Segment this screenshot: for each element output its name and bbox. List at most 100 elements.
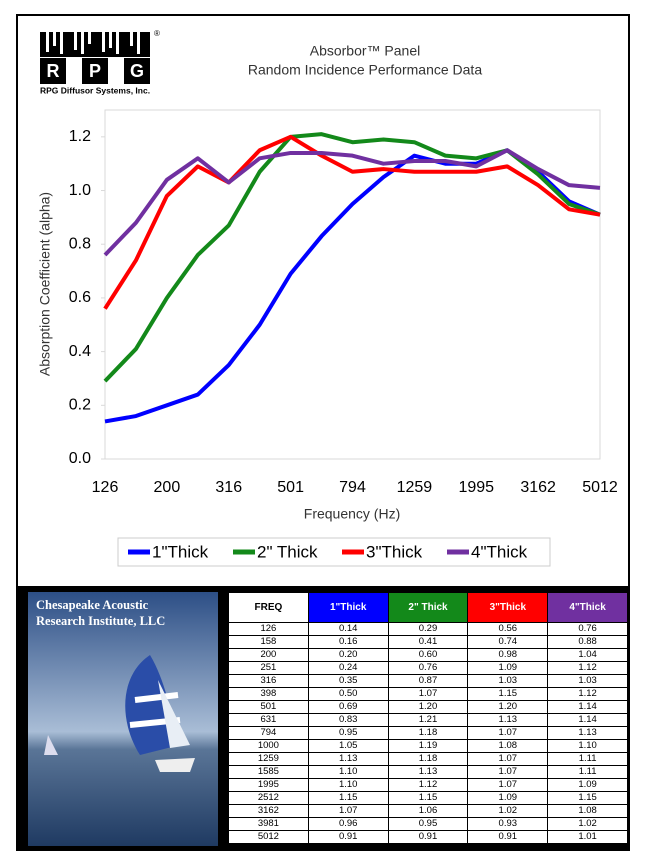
table-cell: 1.13 [307,752,389,766]
table-cell: 501 [228,700,309,714]
logo-letter: R [47,61,60,81]
table-cell: 1.12 [547,687,628,701]
x-tick-label: 3162 [520,479,556,496]
table-cell: 0.76 [547,622,628,636]
table-cell: 0.95 [387,817,469,831]
table-cell: 0.91 [387,830,469,844]
x-tick-label: 5012 [582,479,618,496]
table-cell: 631 [228,713,309,727]
table-cell: 3162 [228,804,309,818]
y-tick-label: 0.2 [69,397,91,414]
table-cell: 0.98 [467,648,549,662]
table-row: 794 0.95 1.18 1.07 1.13 [228,726,628,740]
logo-letter: P [89,61,101,81]
table-cell: 0.87 [387,674,469,688]
table-cell: 0.56 [467,622,549,636]
x-tick-label: 1995 [458,479,494,496]
series-line [103,148,601,257]
table-row: 2512 1.15 1.15 1.09 1.15 [228,791,628,805]
table-cell: 0.50 [307,687,389,701]
table-cell: 1.19 [387,739,469,753]
table-cell: 316 [228,674,309,688]
table-cell: 1.12 [387,778,469,792]
table-cell: 1.01 [547,830,628,844]
table-cell: 0.91 [467,830,549,844]
logo-bars [40,32,150,57]
table-cell: 1.02 [547,817,628,831]
x-tick-label: 1259 [397,479,433,496]
y-tick-label: 0.4 [69,343,91,360]
table-cell: 0.91 [307,830,389,844]
table-cell: 1000 [228,739,309,753]
table-cell: 0.35 [307,674,389,688]
table-cell: 1.10 [547,739,628,753]
table-cell: 5012 [228,830,309,844]
table-cell: 1259 [228,752,309,766]
table-cell: 1.07 [467,726,549,740]
table-cell: 0.74 [467,635,549,649]
table-cell: 1.15 [547,791,628,805]
table-header: 2" Thick [387,592,469,623]
table-cell: 0.16 [307,635,389,649]
table-cell: 1.10 [307,778,389,792]
table-cell: 1.14 [547,700,628,714]
series-line [103,134,601,310]
table-row: 1585 1.10 1.13 1.07 1.11 [228,765,628,779]
table-header: 3"Thick [467,592,549,623]
table-cell: 1.07 [467,765,549,779]
legend-label: 2" Thick [257,542,318,561]
x-tick-label: 200 [154,479,181,496]
photo: Chesapeake Acoustic Research Institute, … [28,592,218,846]
table-cell: 1.08 [467,739,549,753]
table-row: 631 0.83 1.21 1.13 1.14 [228,713,628,727]
table-row: 200 0.20 0.60 0.98 1.04 [228,648,628,662]
table-cell: 0.41 [387,635,469,649]
logo-registered: ® [154,29,160,38]
table-cell: 1.13 [387,765,469,779]
chart-subtitle: Random Incidence Performance Data [248,62,482,78]
y-tick-label: 0.0 [69,450,91,467]
x-axis-label: Frequency (Hz) [304,506,400,522]
table-cell: 1.09 [467,661,549,675]
table-cell: 0.93 [467,817,549,831]
table-cell: 200 [228,648,309,662]
table-cell: 1.10 [307,765,389,779]
table-cell: 0.20 [307,648,389,662]
data-table: FREQ 1"Thick 2" Thick 3"Thick 4"Thick 126 0.14… [228,592,628,844]
table-cell: 794 [228,726,309,740]
table-cell: 0.76 [387,661,469,675]
table-cell: 1.06 [387,804,469,818]
table-cell: 2512 [228,791,309,805]
table-cell: 1.11 [547,765,628,779]
table-cell: 1.07 [467,778,549,792]
table-cell: 251 [228,661,309,675]
table-cell: 1.20 [467,700,549,714]
x-tick-label: 794 [339,479,366,496]
table-cell: 1.03 [467,674,549,688]
legend-label: 3"Thick [366,542,423,561]
table-header: 4"Thick [547,592,628,623]
logo: R P G ® RPG Diffusor Systems, Inc. [40,29,160,95]
table-cell: 1.07 [307,804,389,818]
x-tick-label: 316 [215,479,242,496]
table-cell: 398 [228,687,309,701]
table-cell: 1.13 [467,713,549,727]
table-cell: 1.21 [387,713,469,727]
table-cell: 1.09 [467,791,549,805]
table-cell: 0.96 [307,817,389,831]
table-cell: 1.18 [387,752,469,766]
table-row: 501 0.69 1.20 1.20 1.14 [228,700,628,714]
x-tick-label: 126 [92,479,119,496]
table-row: 3981 0.96 0.95 0.93 1.02 [228,817,628,831]
table-row: 1995 1.10 1.12 1.07 1.09 [228,778,628,792]
table-cell: 1.15 [387,791,469,805]
image-caption: Research Institute, LLC [36,614,165,628]
table-cell: 1.02 [467,804,549,818]
table-row: 398 0.50 1.07 1.15 1.12 [228,687,628,701]
table-row: 158 0.16 0.41 0.74 0.88 [228,635,628,649]
table-cell: 3981 [228,817,309,831]
table-cell: 1.20 [387,700,469,714]
table-cell: 1.07 [467,752,549,766]
table-cell: 0.24 [307,661,389,675]
